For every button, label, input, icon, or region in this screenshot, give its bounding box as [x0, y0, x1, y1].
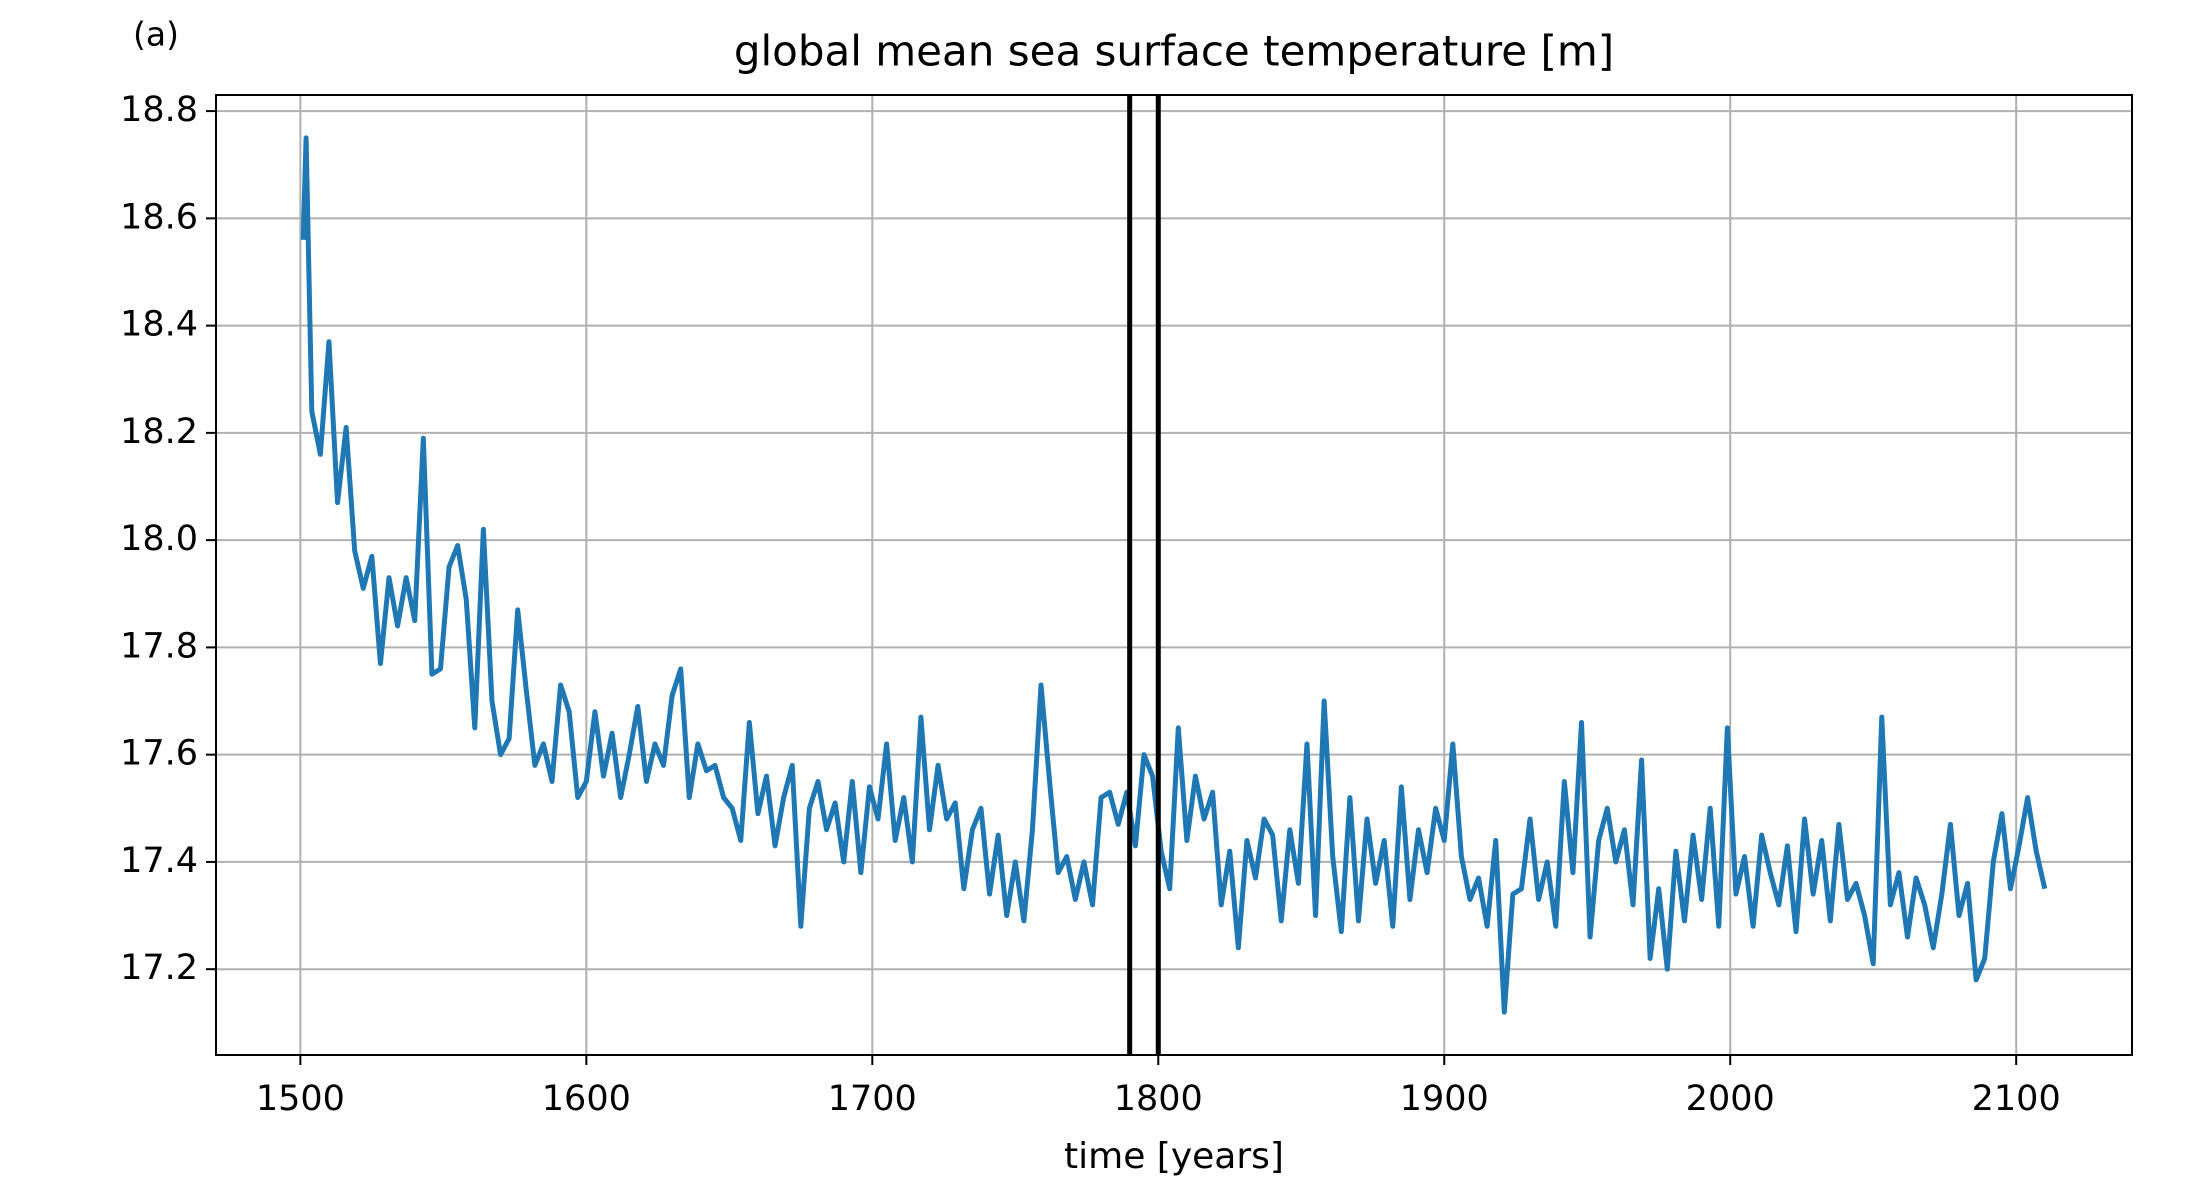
x-tick-label: 2000	[1686, 1079, 1775, 1119]
x-axis-label: time [years]	[1064, 1136, 1284, 1177]
panel-label: (a)	[133, 15, 179, 54]
y-tick-label: 17.6	[120, 734, 198, 774]
x-tick-label: 1600	[542, 1079, 631, 1119]
x-tick-label: 1500	[256, 1079, 345, 1119]
y-tick-label: 18.0	[120, 519, 198, 559]
y-tick-label: 18.8	[120, 90, 198, 130]
y-tick-label: 18.6	[120, 197, 198, 237]
chart-title: global mean sea surface temperature [m]	[734, 27, 1614, 76]
x-tick-label: 1900	[1400, 1079, 1489, 1119]
x-tick-label: 1800	[1114, 1079, 1203, 1119]
y-tick-label: 17.4	[120, 841, 198, 881]
y-tick-label: 18.2	[120, 412, 198, 452]
x-tick-label: 1700	[828, 1079, 917, 1119]
y-tick-label: 17.2	[120, 948, 198, 988]
y-tick-label: 17.8	[120, 626, 198, 666]
y-tick-label: 18.4	[120, 305, 198, 345]
x-tick-label: 2100	[1972, 1079, 2061, 1119]
axes-frame	[215, 94, 2133, 1056]
data-line	[300, 135, 2048, 1015]
